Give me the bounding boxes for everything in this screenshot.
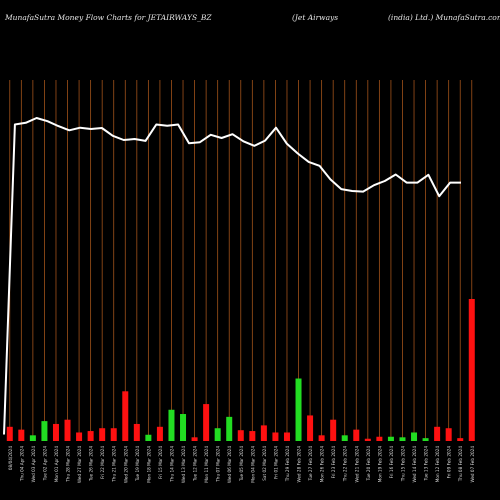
outflow-bar: [122, 391, 129, 441]
x-tick-label: Fri 15 Mar 2024: [158, 446, 163, 479]
x-tick-label: Mon 11 Mar 2024: [204, 446, 209, 483]
x-tick-label: Tue 05 Mar 2024: [239, 446, 244, 482]
x-tick-label: Wed 21 Feb 2024: [354, 446, 359, 483]
x-tick-label: Thu 28 Mar 2024: [66, 446, 71, 483]
x-tick-label: Mon 18 Mar 2024: [146, 446, 151, 483]
inflow-bar: [41, 421, 48, 441]
x-tick-label: Thu 08 Feb 2024: [458, 446, 463, 483]
x-tick-label: Mon 12 Feb 2024: [435, 446, 440, 483]
x-tick-label: Wed 07 Feb 2024: [470, 446, 475, 483]
outflow-bar: [110, 428, 117, 441]
outflow-bar: [52, 423, 59, 441]
x-tick-label: Tue 19 Mar 2024: [135, 446, 140, 482]
outflow-bar: [64, 419, 71, 441]
inflow-bar: [422, 438, 429, 441]
outflow-bar: [18, 429, 25, 441]
x-tick-label: 08/04/2024: [8, 446, 13, 470]
x-tick-label: Wed 03 Apr 2024: [31, 446, 36, 483]
outflow-bar: [87, 431, 94, 441]
x-tick-label: Mon 26 Feb 2024: [320, 446, 325, 483]
outflow-bar: [272, 432, 279, 441]
x-tick-label: Mon 19 Feb 2024: [377, 446, 382, 483]
x-tick-label: Fri 22 Mar 2024: [100, 446, 105, 479]
outflow-bar: [203, 404, 210, 441]
outflow-bar: [364, 438, 371, 441]
inflow-bar: [399, 437, 406, 441]
price-line: [3, 117, 461, 435]
outflow-bar: [237, 430, 244, 441]
outflow-bar: [6, 426, 13, 441]
outflow-bar: [376, 436, 383, 441]
x-tick-label: Thu 04 Apr 2024: [19, 446, 24, 482]
inflow-bar: [180, 414, 187, 441]
inflow-bar: [214, 428, 221, 441]
x-tick-label: Tue 02 Apr 2024: [42, 446, 47, 482]
x-tick-label: Thu 14 Mar 2024: [169, 446, 174, 483]
x-tick-label: Wed 06 Mar 2024: [227, 446, 232, 483]
x-tick-label: Fri 09 Feb 2024: [447, 446, 452, 479]
x-tick-label: Wed 20 Mar 2024: [123, 446, 128, 483]
x-tick-label: Thu 21 Mar 2024: [112, 446, 117, 483]
outflow-bar: [330, 419, 337, 441]
inflow-bar: [226, 416, 233, 441]
x-tick-label: Thu 29 Feb 2024: [285, 446, 290, 483]
outflow-bar: [318, 435, 325, 441]
x-tick-label: Fri 01 Mar 2024: [273, 446, 278, 479]
outflow-bar: [307, 415, 314, 441]
chart-title-company-suffix: (india) Ltd.) MunafaSutra.com: [388, 13, 500, 22]
outflow-bar: [445, 428, 452, 441]
inflow-bar: [295, 378, 302, 441]
inflow-bar: [387, 436, 394, 441]
inflow-bar: [29, 435, 36, 441]
x-tick-label: Thu 22 Feb 2024: [343, 446, 348, 483]
x-tick-label: Thu 07 Mar 2024: [216, 446, 221, 483]
outflow-bar: [260, 425, 267, 441]
x-tick-label: Wed 27 Mar 2024: [77, 446, 82, 483]
x-tick-label: Tue 12 Mar 2024: [193, 446, 198, 482]
x-tick-label: Mon 04 Mar 2024: [250, 446, 255, 483]
x-tick-label: Wed 14 Feb 2024: [412, 446, 417, 483]
inflow-bar: [411, 432, 418, 441]
inflow-bar: [145, 434, 152, 441]
x-tick-label: Sat 02 Mar 2024: [262, 446, 267, 481]
chart-title: MunafaSutra Money Flow Charts for JETAIR…: [5, 13, 212, 22]
inflow-bar: [341, 435, 348, 441]
outflow-bar: [76, 432, 83, 441]
x-tick-label: Tue 13 Feb 2024: [424, 446, 429, 482]
x-tick-label: Tue 26 Mar 2024: [89, 446, 94, 482]
x-tick-label: Wed 13 Mar 2024: [181, 446, 186, 483]
outflow-bar: [434, 426, 441, 441]
outflow-bar: [191, 437, 198, 441]
x-tick-label: Tue 20 Feb 2024: [366, 446, 371, 482]
chart-title-company: (Jet Airways: [292, 13, 339, 22]
outflow-bar: [283, 432, 290, 441]
outflow-bar: [468, 299, 475, 441]
x-tick-label: Fri 16 Feb 2024: [389, 446, 394, 479]
x-tick-label: Tue 27 Feb 2024: [308, 446, 313, 482]
x-tick-label: Mon 01 Apr 2024: [54, 446, 59, 482]
x-tick-label: Thu 15 Feb 2024: [400, 446, 405, 483]
outflow-bar: [249, 431, 256, 441]
outflow-bar: [156, 426, 163, 441]
outflow-bar: [353, 429, 360, 441]
outflow-bar: [457, 438, 464, 441]
outflow-bar: [133, 423, 140, 441]
outflow-bar: [99, 428, 106, 441]
inflow-bar: [168, 409, 175, 441]
x-tick-label: Fri 23 Feb 2024: [331, 446, 336, 479]
x-tick-label: Wed 28 Feb 2024: [297, 446, 302, 483]
